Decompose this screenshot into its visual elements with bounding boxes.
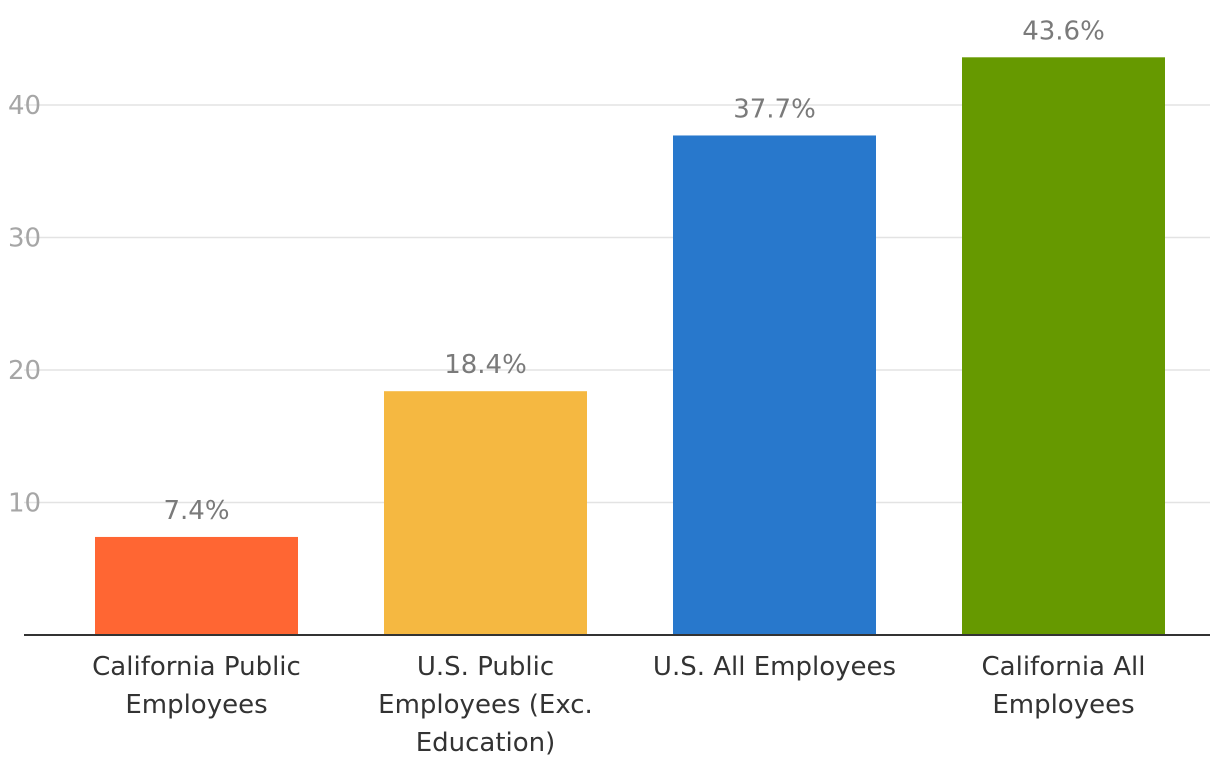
y-tick-label: 20: [8, 356, 41, 386]
bar: [384, 391, 587, 635]
labels: 10 20 30 40 7.4% California Public Employees 18…: [8, 16, 1145, 758]
bar: [95, 536, 298, 635]
data-label: 7.4%: [163, 496, 229, 526]
data-label: 37.7%: [733, 94, 816, 124]
bars: [95, 57, 1165, 636]
x-tick-label: California All: [982, 652, 1146, 682]
data-label: 43.6%: [1022, 16, 1105, 46]
x-tick-label: Employees: [125, 690, 267, 720]
y-tick-label: 40: [8, 91, 41, 121]
bar: [962, 57, 1165, 636]
x-tick-label: U.S. Public: [417, 652, 554, 682]
x-tick-label: Employees (Exc.: [378, 690, 593, 720]
x-tick-label: Education): [416, 728, 556, 758]
data-label: 18.4%: [444, 350, 527, 380]
y-tick-label: 30: [8, 224, 41, 254]
bar: [673, 135, 876, 635]
x-tick-label: U.S. All Employees: [653, 652, 896, 682]
x-tick-label: Employees: [992, 690, 1134, 720]
x-tick-label: California Public: [92, 652, 301, 682]
y-tick-label: 10: [8, 489, 41, 519]
